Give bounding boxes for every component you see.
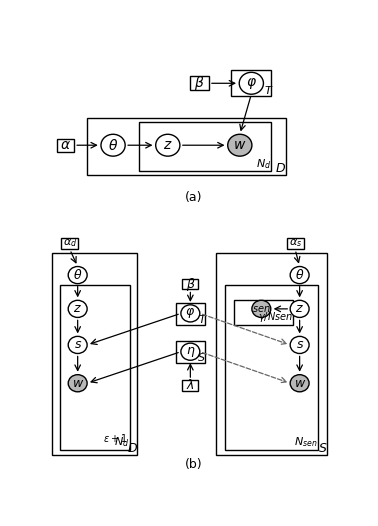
Ellipse shape — [290, 336, 309, 353]
Text: D: D — [276, 162, 286, 175]
Text: $w$: $w$ — [233, 138, 246, 152]
Ellipse shape — [156, 134, 180, 156]
Bar — [190, 76, 209, 90]
Text: (b): (b) — [185, 458, 203, 471]
Ellipse shape — [68, 375, 87, 392]
Text: $s$: $s$ — [296, 338, 304, 351]
Bar — [176, 341, 205, 363]
Text: $\alpha_d$: $\alpha_d$ — [63, 238, 77, 249]
Text: $z$: $z$ — [295, 302, 304, 316]
Text: $z$: $z$ — [163, 138, 173, 152]
Bar — [231, 70, 271, 96]
Text: $\varphi$: $\varphi$ — [246, 76, 257, 91]
Text: $\varepsilon+1$: $\varepsilon+1$ — [103, 432, 127, 444]
Text: $\theta$: $\theta$ — [73, 268, 82, 282]
Text: S: S — [198, 353, 205, 363]
Ellipse shape — [239, 73, 263, 94]
Text: (a): (a) — [185, 190, 203, 204]
Text: S: S — [319, 442, 327, 455]
Text: $\beta$: $\beta$ — [186, 276, 195, 292]
Text: $\beta$: $\beta$ — [194, 74, 205, 92]
Ellipse shape — [290, 300, 309, 317]
Bar — [216, 252, 327, 456]
Bar — [139, 122, 271, 171]
Bar — [57, 139, 74, 151]
Text: $N_{sen}$: $N_{sen}$ — [294, 436, 318, 450]
Ellipse shape — [181, 305, 200, 322]
Ellipse shape — [252, 300, 271, 317]
Bar — [52, 252, 137, 456]
Text: $z$: $z$ — [73, 302, 82, 316]
Ellipse shape — [290, 375, 309, 392]
Text: $\lambda$: $\lambda$ — [186, 379, 195, 392]
Bar — [176, 302, 205, 325]
Text: $sen$: $sen$ — [252, 304, 271, 314]
Ellipse shape — [68, 267, 87, 284]
Text: T: T — [198, 315, 205, 325]
Ellipse shape — [228, 134, 252, 156]
Bar — [61, 238, 78, 249]
Bar — [60, 285, 130, 450]
Ellipse shape — [68, 300, 87, 317]
Text: $s$: $s$ — [74, 338, 82, 351]
Ellipse shape — [68, 336, 87, 353]
Bar — [183, 380, 198, 391]
Text: $\theta$: $\theta$ — [108, 138, 118, 153]
Text: $N_d$: $N_d$ — [114, 436, 129, 450]
Ellipse shape — [101, 134, 125, 156]
Text: T: T — [265, 86, 271, 96]
Text: $w$: $w$ — [71, 377, 84, 390]
Text: $w$: $w$ — [294, 377, 306, 390]
Bar — [225, 285, 318, 450]
Text: $\theta$: $\theta$ — [295, 268, 304, 282]
Text: $N_d$: $N_d$ — [256, 157, 271, 171]
Bar — [183, 279, 198, 289]
Bar — [287, 238, 304, 249]
Ellipse shape — [181, 343, 200, 360]
Bar — [87, 118, 286, 176]
Text: $\alpha_s$: $\alpha_s$ — [288, 238, 302, 249]
Bar — [234, 300, 293, 325]
Text: $\alpha$: $\alpha$ — [60, 138, 71, 152]
Text: $\eta$: $\eta$ — [186, 345, 195, 359]
Text: D: D — [127, 442, 137, 455]
Text: $\gamma/Nsen$: $\gamma/Nsen$ — [258, 310, 293, 325]
Ellipse shape — [290, 267, 309, 284]
Text: $\varphi$: $\varphi$ — [185, 306, 195, 320]
